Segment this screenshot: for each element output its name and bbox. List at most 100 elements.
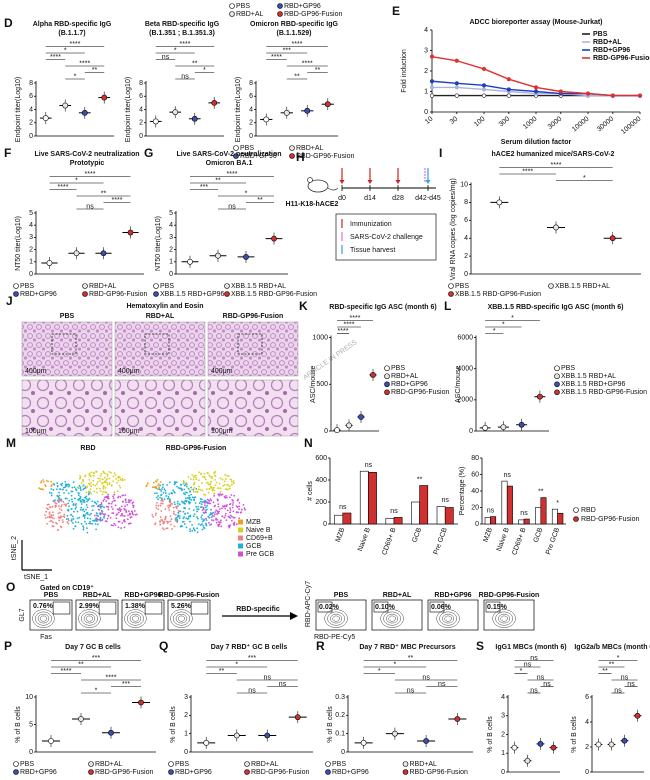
series-point (533, 89, 539, 94)
tsne-dot (184, 483, 187, 486)
sig-label: **** (50, 54, 61, 61)
sig-label: ns (438, 681, 446, 688)
tsne-dot (120, 514, 122, 517)
tsne-dot (121, 514, 124, 517)
tsne-dot (157, 495, 160, 497)
tsne-dot (77, 494, 80, 497)
y-tick-label: 10 (460, 181, 468, 188)
legend-label: RBD+GP96 (175, 769, 212, 776)
series-point (454, 93, 459, 98)
sig-label: ns (627, 681, 635, 688)
y-tick-label: 6 (249, 93, 253, 100)
tsne-dot (177, 514, 180, 517)
bar (535, 507, 542, 525)
tsne-dot (54, 499, 56, 502)
y-tick-label: 2 (184, 712, 188, 719)
tsne-dot (182, 480, 185, 482)
tsne-dot (67, 522, 70, 525)
y-tick-label: 2 (29, 120, 33, 127)
group-dot (634, 712, 641, 719)
group-dot (550, 744, 557, 751)
panel-letter: I (439, 146, 442, 160)
tsne-dot (164, 508, 167, 511)
y-tick-label: 0 (501, 769, 505, 776)
tsne-dot (122, 494, 125, 497)
tsne-dot (119, 496, 122, 498)
contour (129, 613, 142, 624)
contour (380, 609, 404, 628)
tsne-dot (87, 513, 89, 516)
tsne-dot (83, 510, 86, 513)
tsne-dot (61, 484, 63, 487)
tsne-dot (105, 495, 108, 498)
tsne-dot (221, 515, 224, 518)
tsne-dot (44, 516, 47, 519)
tsne-dot (97, 515, 99, 518)
tsne-dot (231, 504, 234, 506)
sig-label: * (617, 655, 620, 662)
axis-label: tSNE_1 (24, 574, 48, 581)
tsne-dot (176, 485, 178, 488)
legend-swatch (233, 145, 239, 151)
gate (485, 601, 501, 613)
legend-swatch (325, 761, 331, 767)
tsne-dot (191, 474, 194, 476)
tsne-dot (102, 491, 105, 493)
legend-label: Tissue harvest (350, 247, 395, 254)
tsne-dot (218, 494, 221, 497)
tsne-dot (92, 472, 95, 475)
tsne-dot (206, 471, 209, 474)
tsne-dot (160, 518, 163, 521)
tsne-dot (232, 522, 235, 525)
tsne-dot (42, 481, 45, 483)
tsne-dot (75, 506, 78, 509)
tsne-dot (86, 511, 89, 514)
legend-label: Pre GCB (246, 551, 274, 558)
y-tick-label: 0 (184, 749, 188, 756)
legend-swatch (244, 769, 250, 775)
series-point (429, 85, 435, 90)
contour (170, 609, 193, 628)
sig-label: ns (520, 510, 528, 517)
tsne-dot (115, 481, 118, 484)
legend-swatch (238, 527, 243, 533)
tsne-dot (233, 521, 236, 524)
tsne-dot (183, 501, 185, 503)
tsne-dot (194, 474, 197, 477)
tsne-dot (111, 508, 114, 510)
tsne-dot (200, 472, 203, 475)
contour (439, 611, 457, 626)
tsne-dot (173, 510, 175, 513)
gate (429, 601, 445, 613)
y-tick-label: 2000 (457, 397, 473, 404)
sig-label: ns (537, 674, 545, 681)
mouse-icon (307, 179, 329, 193)
group-dot (48, 738, 54, 744)
tsne-dot (203, 518, 205, 521)
tsne-dot (206, 498, 209, 501)
tsne-dot (230, 519, 233, 522)
tsne-dot (238, 505, 241, 508)
y-tick-label: 1 (184, 731, 188, 738)
tsne-dot (165, 495, 168, 497)
flow-plot (121, 599, 165, 631)
tsne-dot (188, 502, 191, 505)
tsne-dot (201, 489, 204, 492)
y-tick-label: 4 (464, 235, 468, 242)
tsne-dot (113, 491, 116, 494)
tsne-dot (88, 490, 91, 493)
tsne-dot (184, 502, 187, 505)
flow-plot (315, 599, 367, 631)
tsne-dot (121, 512, 123, 515)
tsne-dot (154, 514, 157, 517)
axis-label: Percentage (%) (459, 467, 466, 516)
tsne-dot (170, 502, 173, 505)
sig-label: ** (92, 67, 98, 74)
tsne-dot (233, 482, 235, 484)
tsne-dot (167, 506, 170, 509)
bar (490, 516, 497, 525)
y-tick-label: 4 (139, 106, 143, 113)
group-dot (511, 744, 518, 751)
tsne-dot (217, 512, 220, 515)
tsne-dot (179, 483, 182, 486)
